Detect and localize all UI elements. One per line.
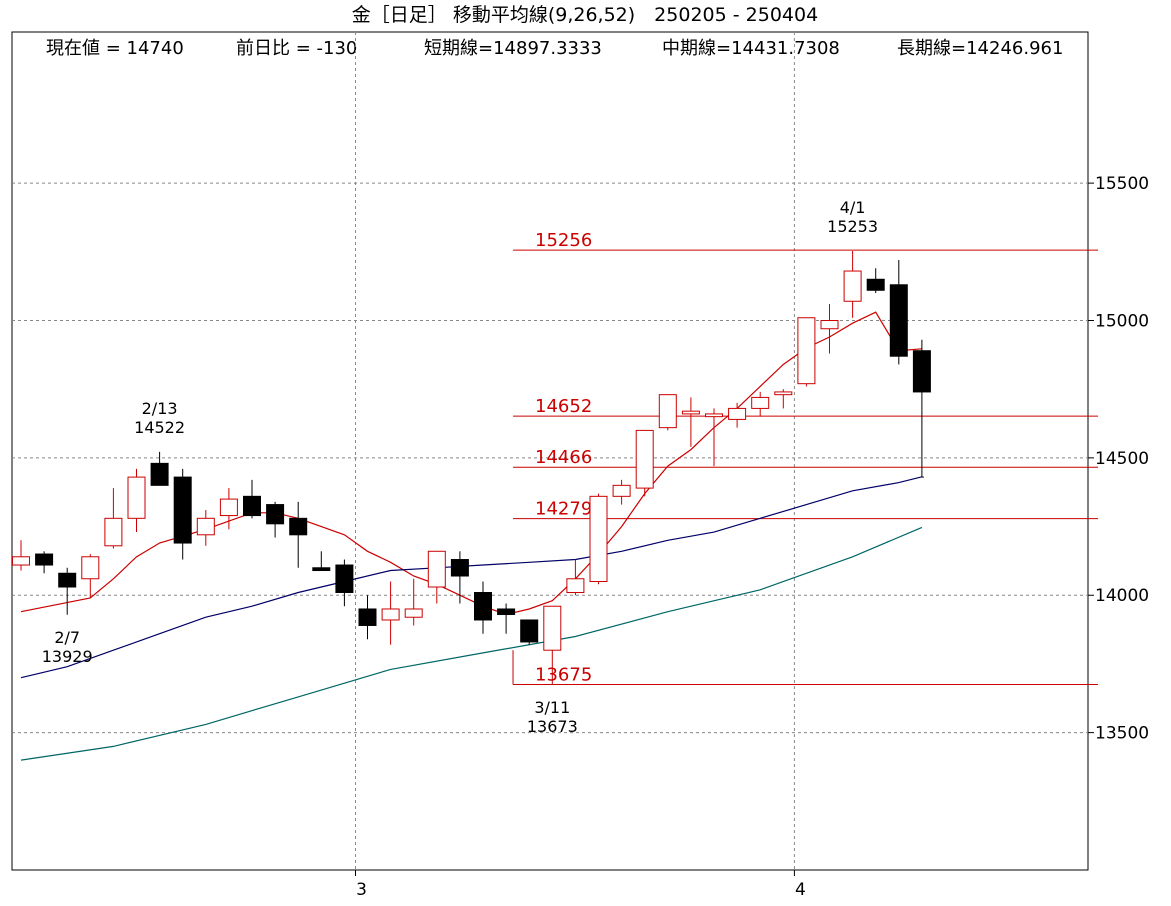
candle-down [173, 476, 192, 544]
candle-up [612, 484, 631, 497]
short-ma-label: 短期線=14897.3333 [424, 38, 602, 59]
candle-down [912, 350, 931, 393]
grid-lines [12, 32, 1088, 870]
candle-down [35, 553, 54, 566]
candle-up [751, 396, 770, 409]
candle-up [658, 394, 677, 429]
x-tick-label: 3 [356, 880, 367, 900]
candle-up [427, 550, 446, 588]
candle-up [104, 517, 123, 547]
candles [12, 250, 931, 686]
current-value-label: 現在値 = 14740 [46, 38, 184, 59]
annotation-date: 3/11 [534, 698, 570, 717]
candle-up [728, 407, 747, 420]
candle-down [474, 591, 492, 621]
price-level-label: 14652 [535, 396, 592, 417]
annotation-date: 4/1 [840, 198, 866, 217]
candle-up [589, 495, 608, 583]
candle-up [843, 270, 862, 302]
candle-down [150, 462, 169, 486]
annotation-date: 2/13 [142, 399, 178, 418]
price-level-lines: 15256 14652 14466 14279 13675 [512, 230, 1098, 686]
candle-up [543, 605, 562, 651]
ma-line-52 [20, 526, 923, 761]
y-tick-label: 14500 [1095, 449, 1149, 469]
y-tick-label: 15000 [1095, 311, 1149, 331]
candle-up [127, 476, 146, 519]
plot-frame [11, 31, 1089, 871]
candle-up [681, 410, 700, 415]
y-tick-label: 13500 [1095, 724, 1149, 744]
ma-line-26 [20, 476, 923, 679]
candle-up [774, 391, 793, 396]
long-ma-label: 長期線=14246.961 [897, 38, 1063, 59]
day-change-label: 前日比 = -130 [236, 38, 357, 59]
mid-ma-label: 中期線=14431.7308 [662, 38, 840, 59]
price-level-label: 14466 [535, 447, 592, 468]
y-tick-label: 14000 [1095, 586, 1149, 606]
annotation-value: 13929 [42, 647, 93, 666]
annotation-date: 2/7 [54, 628, 80, 647]
candle-up [219, 498, 238, 517]
ma-line-9 [20, 311, 922, 616]
annotation-value: 13673 [527, 717, 578, 736]
candle-down [520, 619, 539, 643]
price-level-label: 14279 [535, 499, 592, 520]
candle-up [381, 608, 400, 621]
x-tick-label: 4 [795, 880, 806, 900]
candle-down [450, 559, 469, 577]
candle-down [289, 517, 308, 536]
y-axis: 13500 14000 14500 15000 15500 [1088, 174, 1149, 744]
y-tick-label: 15500 [1095, 174, 1149, 194]
annotation-value: 15253 [827, 217, 878, 236]
candle-down [266, 504, 285, 525]
candle-down [889, 284, 908, 357]
annotation-value: 14522 [134, 418, 185, 437]
chart-title: 金［日足］ 移動平均線(9,26,52) 250205 - 250404 [352, 4, 818, 26]
candle-up [820, 319, 839, 330]
moving-average-lines [20, 311, 923, 761]
candle-up [635, 429, 654, 489]
candle-up [404, 608, 423, 618]
candle-down [866, 278, 885, 291]
candle-up [196, 517, 215, 536]
candle-up [566, 578, 585, 593]
candle-down [497, 608, 516, 615]
price-level-label: 13675 [535, 665, 592, 686]
candle-up [797, 317, 816, 385]
candle-down [335, 564, 354, 593]
candle-down [58, 572, 77, 588]
candle-up [81, 556, 100, 580]
candle-down [243, 495, 261, 517]
candle-down [358, 608, 377, 626]
candle-up [12, 556, 30, 566]
candle-down [312, 567, 331, 572]
candle-up [705, 413, 723, 418]
price-level-label: 15256 [535, 230, 592, 251]
